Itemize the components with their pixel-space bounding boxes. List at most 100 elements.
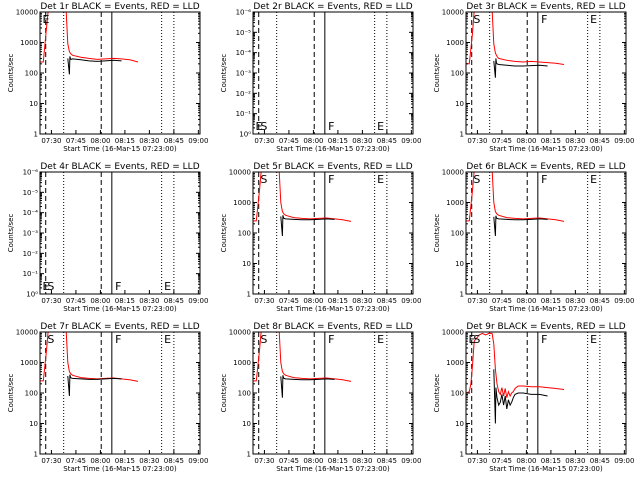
- marker-label: E: [377, 120, 384, 133]
- y-tick-label: 10⁻⁶: [236, 9, 252, 17]
- y-tick-label: 10000: [442, 169, 464, 177]
- x-tick-label: 07:45: [279, 457, 299, 465]
- y-axis-label: Counts/sec: [7, 214, 15, 253]
- y-tick-label: 10⁻¹: [236, 110, 252, 118]
- series-lld: [466, 12, 565, 65]
- y-tick-label: 10⁻⁴: [23, 209, 39, 217]
- x-tick-label: 08:15: [115, 137, 135, 145]
- series-events: [280, 375, 335, 398]
- y-axis-label: Counts/sec: [220, 54, 228, 93]
- x-tick-label: 07:30: [254, 137, 274, 145]
- data-layer: [40, 332, 139, 397]
- x-tick-label: 07:30: [41, 297, 61, 305]
- data-layer: [40, 12, 139, 75]
- marker-label: E: [590, 13, 597, 26]
- y-tick-label: 1000: [233, 359, 251, 367]
- x-tick-label: 08:45: [377, 137, 397, 145]
- x-tick-label: 08:45: [164, 297, 184, 305]
- marker-label: F: [328, 173, 334, 186]
- y-tick-label: 100: [238, 230, 251, 238]
- series-lld: [40, 332, 139, 382]
- x-tick-label: 07:45: [66, 457, 86, 465]
- x-tick-label: 07:30: [254, 457, 274, 465]
- y-axis-label: Counts/sec: [433, 374, 441, 413]
- y-tick-label: 10000: [229, 169, 251, 177]
- chart-title: Det 7r BLACK = Events, RED = LLD: [40, 322, 199, 332]
- x-tick-label: 08:30: [565, 457, 585, 465]
- marker-label: F: [541, 13, 547, 26]
- series-events: [493, 369, 548, 424]
- y-tick-label: 1: [247, 451, 251, 459]
- x-tick-label: 08:15: [115, 297, 135, 305]
- series-events: [280, 215, 335, 237]
- series-lld: [466, 332, 565, 398]
- marker-label: S: [260, 333, 267, 346]
- x-axis-label: Start Time (16-Mar-15 07:23:00): [63, 145, 177, 153]
- y-axis-label: Counts/sec: [7, 54, 15, 93]
- x-tick-label: 08:30: [139, 297, 159, 305]
- x-tick-label: 07:30: [41, 137, 61, 145]
- x-tick-label: 08:00: [90, 297, 110, 305]
- y-tick-label: 100: [25, 390, 38, 398]
- x-tick-label: 08:00: [90, 457, 110, 465]
- marker-label: E: [468, 333, 475, 346]
- y-axis-label: Counts/sec: [7, 374, 15, 413]
- y-tick-label: 100: [238, 390, 251, 398]
- x-axis-label: Start Time (16-Mar-15 07:23:00): [276, 145, 390, 153]
- data-layer: [466, 172, 565, 237]
- series-events: [67, 374, 122, 397]
- y-tick-label: 10⁻¹: [23, 270, 39, 278]
- series-events: [493, 58, 548, 78]
- series-lld: [253, 332, 352, 382]
- marker-label: F: [328, 333, 334, 346]
- marker-label: S: [473, 173, 480, 186]
- x-tick-label: 07:45: [492, 297, 512, 305]
- y-tick-label: 10000: [442, 329, 464, 337]
- marker-label: S: [473, 333, 480, 346]
- chart-title: Det 8r BLACK = Events, RED = LLD: [253, 322, 412, 332]
- x-tick-label: 07:30: [467, 297, 487, 305]
- x-tick-label: 08:30: [352, 137, 372, 145]
- marker-label: S: [47, 280, 54, 293]
- y-tick-label: 10⁻⁶: [23, 169, 39, 177]
- marker-label: S: [260, 173, 267, 186]
- y-tick-label: 10⁻³: [236, 70, 252, 78]
- series-lld: [253, 172, 352, 222]
- x-tick-label: 09:00: [401, 297, 421, 305]
- data-layer: [466, 332, 565, 424]
- data-layer: [253, 172, 352, 237]
- y-tick-label: 10: [29, 420, 38, 428]
- x-tick-label: 09:00: [401, 457, 421, 465]
- series-events: [67, 56, 122, 75]
- y-tick-label: 10: [455, 420, 464, 428]
- chart-title: Det 2r BLACK = Events, RED = LLD: [253, 2, 412, 12]
- y-tick-label: 10000: [16, 9, 38, 17]
- marker-label: F: [541, 173, 547, 186]
- y-tick-label: 10⁻⁵: [23, 189, 39, 197]
- x-tick-label: 09:00: [614, 137, 634, 145]
- x-tick-label: 09:00: [614, 457, 634, 465]
- y-tick-label: 1: [34, 451, 38, 459]
- x-axis-label: Start Time (16-Mar-15 07:23:00): [489, 465, 603, 473]
- x-tick-label: 08:45: [590, 137, 610, 145]
- x-tick-label: 08:45: [590, 457, 610, 465]
- x-axis-label: Start Time (16-Mar-15 07:23:00): [276, 305, 390, 313]
- x-tick-label: 08:00: [516, 137, 536, 145]
- series-lld: [466, 172, 565, 222]
- y-tick-label: 10: [29, 100, 38, 108]
- x-axis-label: Start Time (16-Mar-15 07:23:00): [489, 305, 603, 313]
- chart-title: Det 9r BLACK = Events, RED = LLD: [466, 322, 625, 332]
- x-axis-label: Start Time (16-Mar-15 07:23:00): [276, 465, 390, 473]
- x-tick-label: 09:00: [401, 137, 421, 145]
- series-lld: [40, 12, 139, 63]
- x-tick-label: 08:15: [328, 297, 348, 305]
- y-tick-label: 10000: [442, 9, 464, 17]
- x-tick-label: 07:45: [279, 137, 299, 145]
- y-tick-label: 10: [242, 260, 251, 268]
- x-tick-label: 08:00: [90, 137, 110, 145]
